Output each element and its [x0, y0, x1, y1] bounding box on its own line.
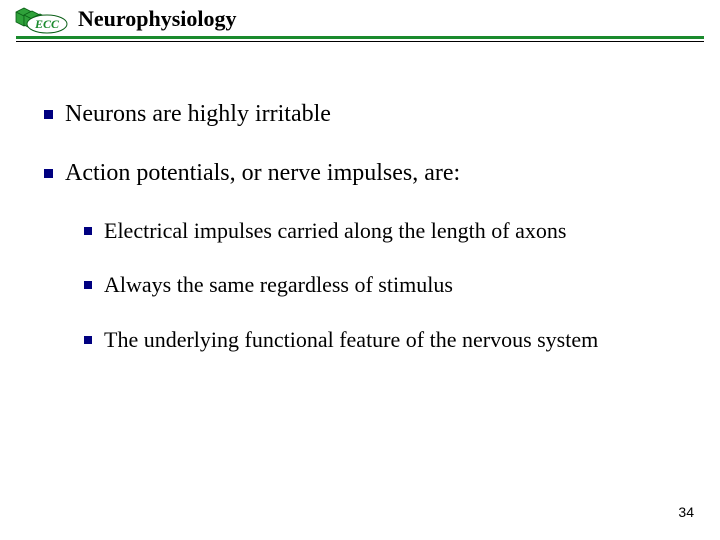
- slide-content: Neurons are highly irritable Action pote…: [0, 100, 720, 382]
- bullet-marker-icon: [84, 281, 92, 289]
- bullet-text: Action potentials, or nerve impulses, ar…: [65, 159, 676, 188]
- bullet-marker-icon: [44, 110, 53, 119]
- header-rule-thin: [16, 41, 704, 42]
- header-rule-thick: [16, 36, 704, 39]
- bullet-marker-icon: [84, 336, 92, 344]
- bullet-level2: Electrical impulses carried along the le…: [84, 218, 676, 245]
- bullet-text: Always the same regardless of stimulus: [104, 272, 676, 299]
- bullet-text: The underlying functional feature of the…: [104, 327, 676, 354]
- bullet-text: Neurons are highly irritable: [65, 100, 676, 129]
- slide-header: ECC Neurophysiology: [0, 0, 720, 44]
- bullet-level1: Action potentials, or nerve impulses, ar…: [44, 159, 676, 188]
- bullet-level2: The underlying functional feature of the…: [84, 327, 676, 354]
- bullet-marker-icon: [84, 227, 92, 235]
- page-number: 34: [678, 504, 694, 520]
- slide-title: Neurophysiology: [78, 6, 237, 32]
- bullet-level1: Neurons are highly irritable: [44, 100, 676, 129]
- slide: ECC Neurophysiology Neurons are highly i…: [0, 0, 720, 540]
- svg-text:ECC: ECC: [34, 17, 60, 31]
- bullet-level2: Always the same regardless of stimulus: [84, 272, 676, 299]
- bullet-marker-icon: [44, 169, 53, 178]
- bullet-text: Electrical impulses carried along the le…: [104, 218, 676, 245]
